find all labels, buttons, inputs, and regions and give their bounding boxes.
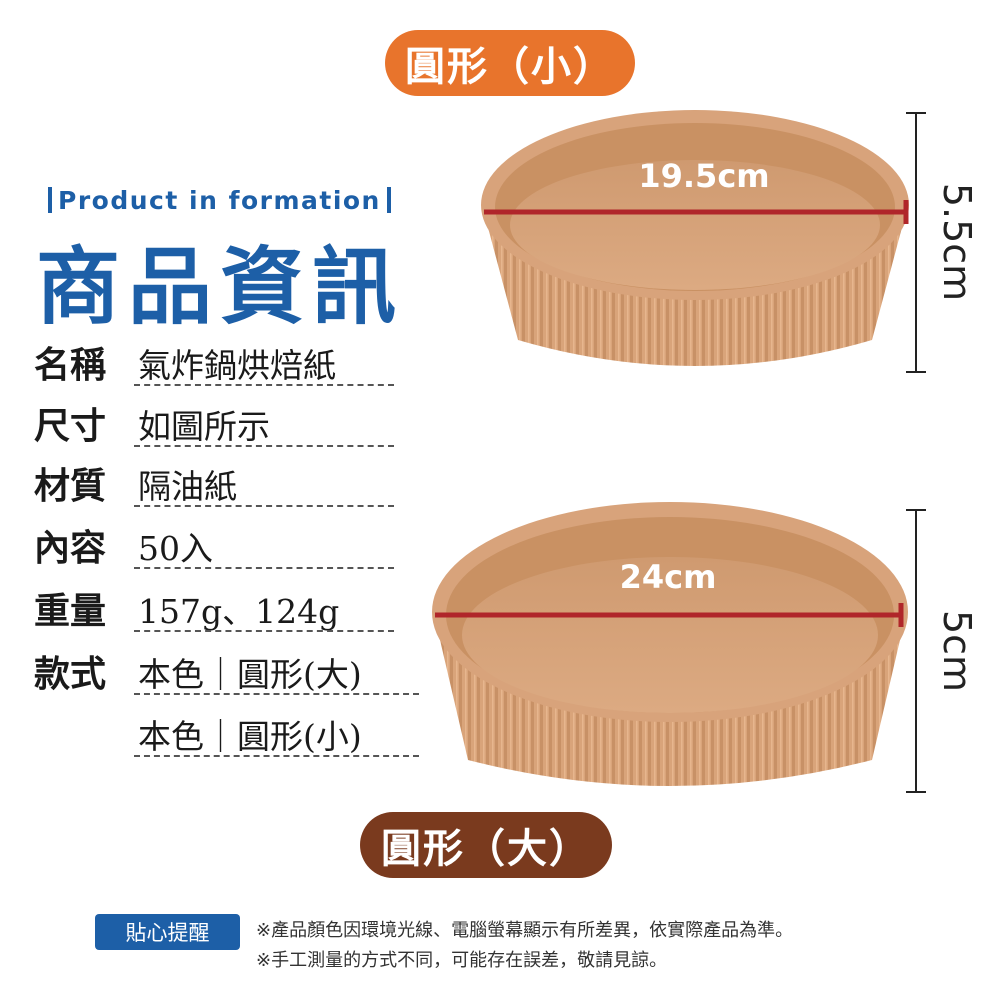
spec-label: 重量 bbox=[34, 591, 107, 632]
product-info-title: 商品資訊 bbox=[36, 238, 405, 336]
spec-label: 內容 bbox=[34, 528, 107, 569]
spec-value: 本色｜圓形(大) bbox=[138, 655, 362, 694]
spec-divider bbox=[134, 567, 394, 569]
english-heading-text: Product in formation bbox=[58, 186, 381, 215]
spec-value: 氣炸鍋烘焙紙 bbox=[138, 346, 336, 385]
tips-badge: 貼心提醒 bbox=[95, 914, 240, 950]
spec-value: 157g、124g bbox=[138, 592, 340, 631]
large-height-label: 5cm bbox=[935, 610, 979, 692]
spec-label: 名稱 bbox=[34, 345, 107, 386]
spec-value: 如圖所示 bbox=[138, 407, 270, 446]
spec-value: 50入 bbox=[138, 529, 213, 568]
large-round-badge: 圓形（大） bbox=[360, 812, 612, 878]
spec-label: 材質 bbox=[34, 466, 107, 507]
spec-value: 隔油紙 bbox=[138, 467, 237, 506]
spec-divider bbox=[134, 755, 419, 757]
spec-divider bbox=[134, 630, 394, 632]
small-diameter-label: 19.5cm bbox=[638, 157, 769, 195]
tip-line-1: ※產品顏色因環境光線、電腦螢幕顯示有所差異，依實際產品為準。 bbox=[256, 920, 794, 941]
spec-divider bbox=[134, 693, 419, 695]
spec-label: 款式 bbox=[34, 654, 107, 695]
spec-divider bbox=[134, 505, 394, 507]
spec-divider bbox=[134, 384, 394, 386]
spec-label: 尺寸 bbox=[34, 406, 107, 447]
heading-bar-right bbox=[386, 187, 391, 213]
tip-line-2: ※手工測量的方式不同，可能存在誤差，敬請見諒。 bbox=[256, 950, 668, 971]
large-diameter-label: 24cm bbox=[620, 558, 717, 596]
large-height-bracket bbox=[906, 509, 926, 793]
english-heading: Product in formation bbox=[42, 186, 397, 215]
spec-value: 本色｜圓形(小) bbox=[138, 717, 362, 756]
small-paper-liner: 19.5cm bbox=[481, 110, 909, 366]
large-paper-liner: 24cm bbox=[432, 502, 908, 786]
small-height-label: 5.5cm bbox=[935, 183, 979, 301]
small-round-badge: 圓形（小） bbox=[385, 30, 635, 96]
spec-divider bbox=[134, 445, 394, 447]
heading-bar-left bbox=[48, 187, 52, 213]
small-height-bracket bbox=[906, 112, 926, 373]
